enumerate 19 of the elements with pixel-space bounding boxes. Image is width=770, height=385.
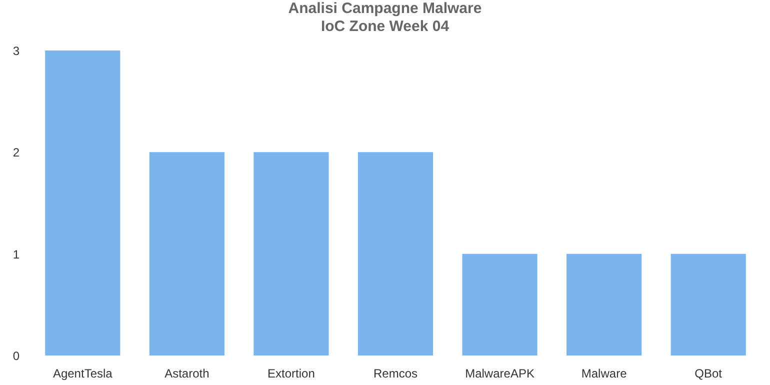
y-tick-label: 0 bbox=[12, 349, 20, 363]
x-tick-label: Malware bbox=[581, 366, 628, 380]
y-tick-label: 3 bbox=[12, 44, 20, 58]
bar bbox=[566, 254, 642, 356]
bar bbox=[670, 254, 746, 356]
bar bbox=[358, 152, 434, 356]
chart-title: Analisi Campagne Malware IoC Zone Week 04 bbox=[288, 0, 482, 36]
y-tick-label: 2 bbox=[12, 146, 20, 160]
x-tick-label: AgentTesla bbox=[52, 366, 113, 380]
x-tick-label: Astaroth bbox=[164, 366, 210, 380]
x-tick-label: Remcos bbox=[373, 366, 418, 380]
bar bbox=[462, 254, 538, 356]
bar bbox=[254, 152, 329, 356]
y-tick-label: 1 bbox=[12, 247, 20, 262]
bar bbox=[45, 50, 120, 356]
x-tick-label: Extortion bbox=[268, 366, 315, 380]
x-tick-label: QBot bbox=[694, 366, 723, 380]
bar bbox=[149, 152, 224, 356]
x-tick-label: MalwareAPK bbox=[465, 366, 534, 380]
